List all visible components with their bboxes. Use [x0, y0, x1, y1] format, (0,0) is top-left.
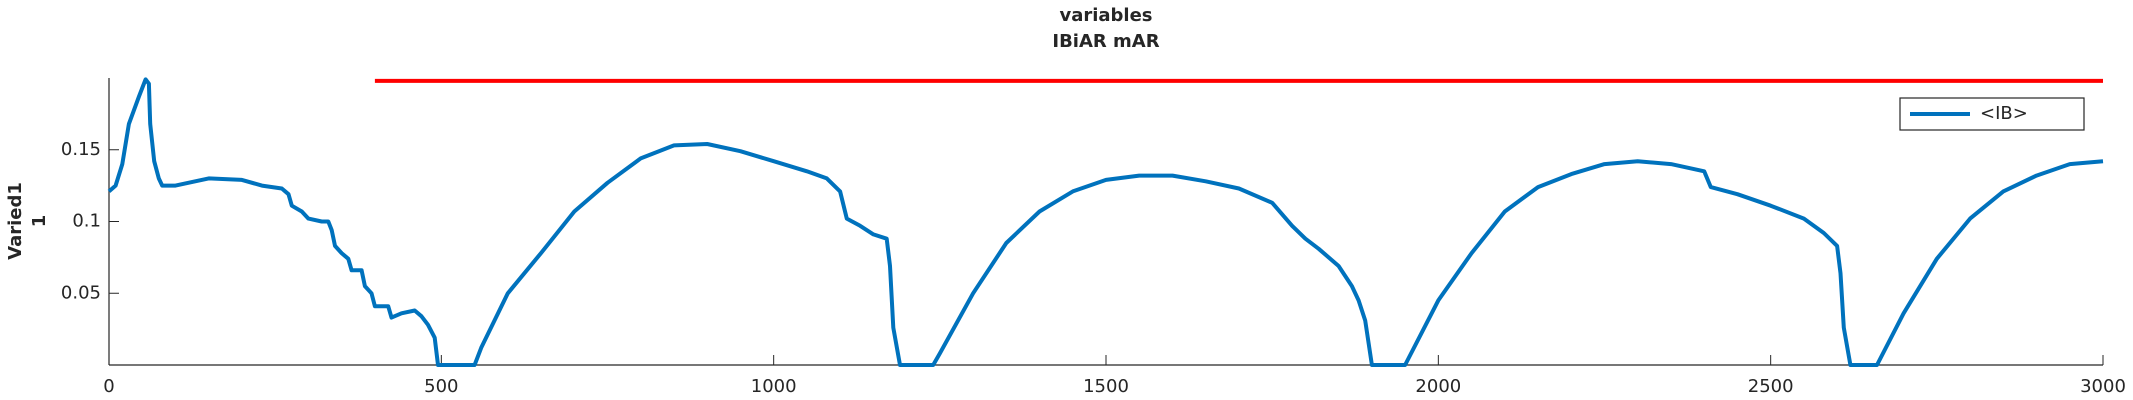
- legend-label: <IB>: [1980, 103, 2028, 124]
- chart-subtitle: IBiAR mAR: [1052, 31, 1159, 52]
- y-tick-label: 0.05: [61, 282, 101, 303]
- y-label-line: 1: [29, 215, 50, 228]
- chart-title: variables: [1059, 5, 1152, 26]
- x-tick-label: 500: [424, 376, 458, 397]
- x-tick-label: 1500: [1083, 376, 1129, 397]
- x-tick-label: 1000: [751, 376, 797, 397]
- y-label: Varied1 1: [5, 182, 50, 260]
- series-line: [107, 77, 2104, 367]
- x-tick-label: 2000: [1415, 376, 1461, 397]
- y-label-line: Varied1: [5, 182, 26, 260]
- x-tick-label: 3000: [2080, 376, 2126, 397]
- y-tick-label: 0.15: [61, 139, 101, 160]
- x-tick-label: 2500: [1748, 376, 1794, 397]
- y-tick-label: 0.1: [72, 211, 101, 232]
- x-tick-label: 0: [103, 376, 114, 397]
